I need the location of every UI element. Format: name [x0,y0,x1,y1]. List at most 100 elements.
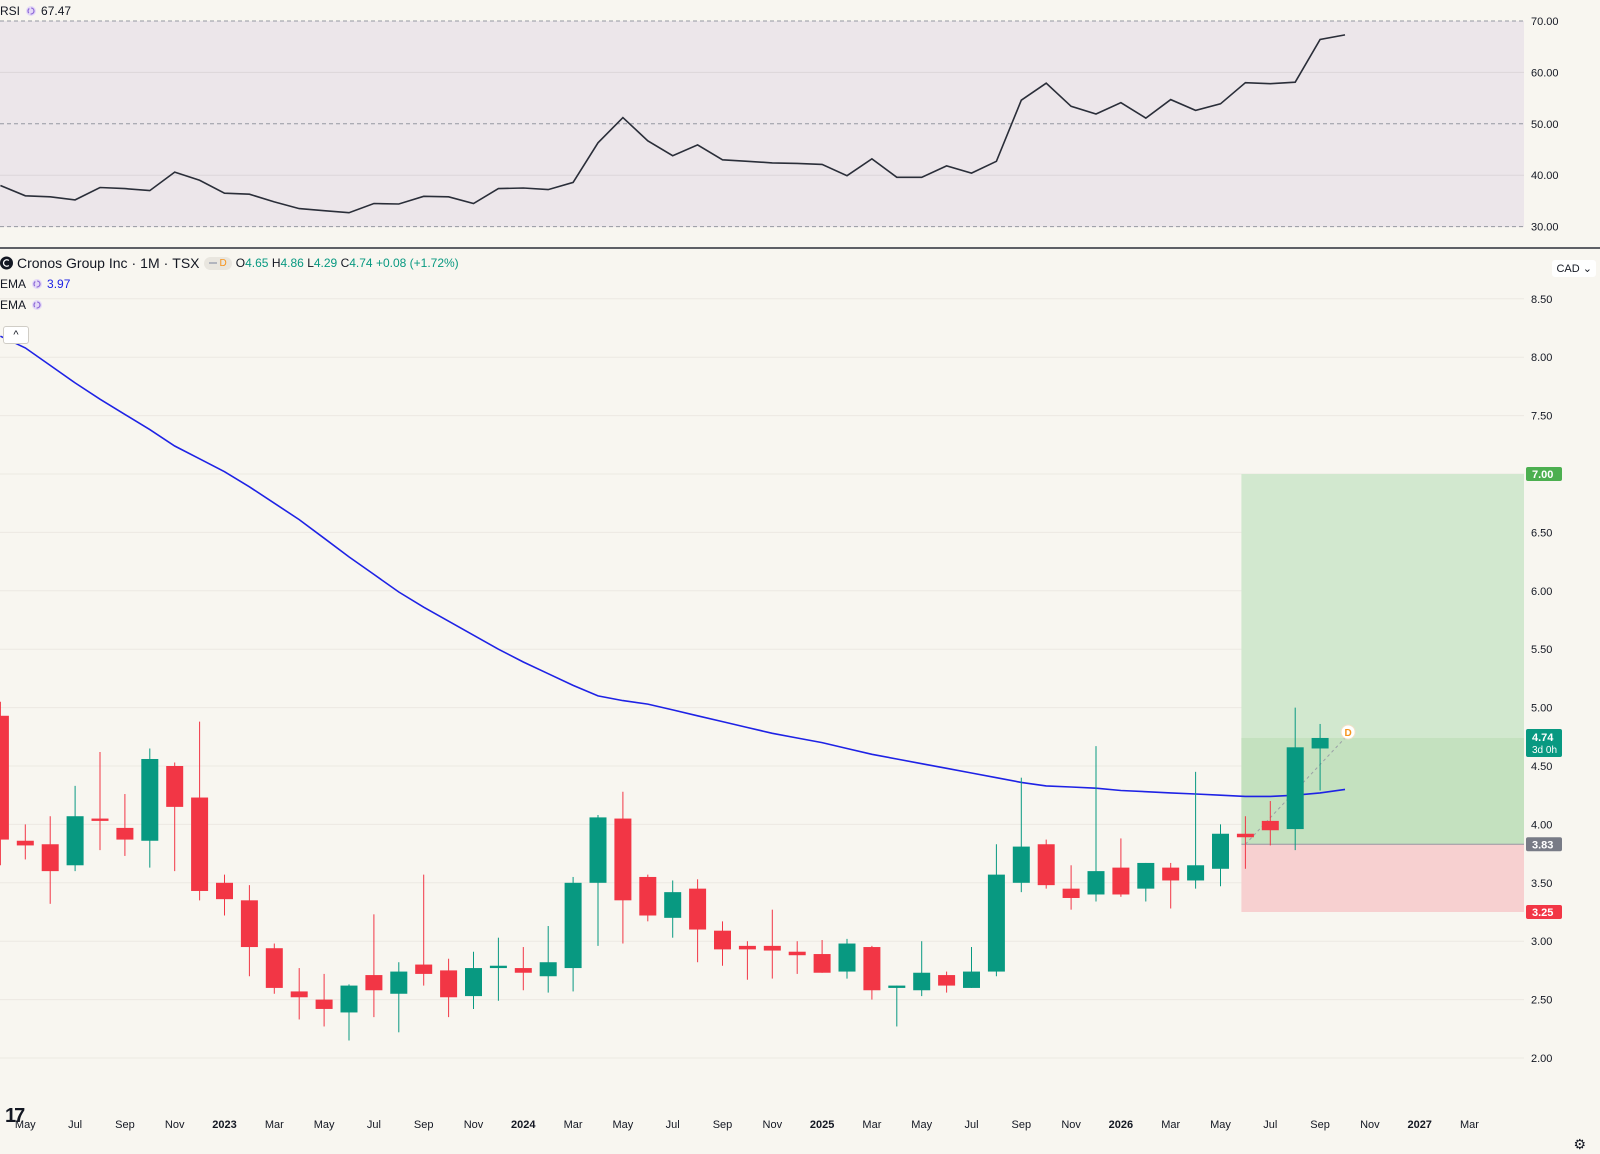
candle-body [1062,888,1080,898]
rsi-value: 67.47 [41,4,72,18]
candle-body [415,964,433,974]
ohlc-values: O4.65 H4.86 L4.29 C4.74 +0.08 (+1.72%) [235,256,459,270]
candle-body [763,945,781,951]
time-tick-label: Mar [862,1119,881,1131]
entry-price-label-bg [1526,837,1562,852]
time-tick-label: Mar [564,1119,583,1131]
candle-body [888,985,906,988]
ema-line [0,335,1346,798]
candle [1087,746,1105,902]
candle-body [963,971,980,988]
rsi-tick-label: 70.00 [1531,16,1559,28]
price-tick-label: 5.00 [1531,703,1552,715]
minus-icon [208,262,217,264]
rsi-grid: 30.00 40.00 50.00 60.00 70.00 [0,16,1559,234]
open-profit-zone [1241,737,1524,845]
time-tick-label: 2025 [810,1119,834,1131]
stop-price-label-text: 3.25 [1532,907,1553,919]
candle-body [390,971,408,994]
rsi-legend[interactable]: RSI 67.47 [0,4,71,18]
refresh-icon[interactable] [24,5,37,18]
candle-body [489,965,507,969]
price-tick-label: 2.00 [1531,1053,1552,1065]
ema-label: EMA [0,277,27,291]
candle-body [1286,747,1304,830]
ema-legend-1[interactable]: EMA 3.97 [0,277,70,291]
chevron-down-icon: ⌄ [1582,263,1592,275]
delayed-badge[interactable]: D [203,256,232,270]
candle-body [1087,871,1105,895]
time-tick-label: 2023 [212,1119,236,1131]
candle-body [689,888,707,930]
refresh-icon[interactable] [30,299,43,312]
time-tick-label: Sep [414,1119,434,1131]
price-tick-label: 7.50 [1531,411,1552,423]
time-tick-label: Jul [1263,1119,1277,1131]
candle-body [41,844,59,872]
last-price-label-bg [1526,728,1562,757]
candle [1162,862,1180,909]
time-tick-label: 2024 [511,1119,536,1131]
candle [390,962,408,1033]
candle-body [614,818,632,901]
candle [365,914,383,1018]
candle [340,984,358,1041]
candle [1286,707,1304,851]
candle [240,885,258,977]
currency-selector[interactable]: CAD ⌄ [1552,260,1596,277]
candle-body [1187,865,1205,881]
dividend-marker [1340,724,1356,740]
symbol-legend[interactable]: Cronos Group Inc · 1M · TSX D O4.65 H4.8… [0,255,459,271]
refresh-icon[interactable] [30,278,43,291]
separator-dot: · [131,255,137,271]
ema-legend-2[interactable]: EMA [0,298,43,312]
candle [290,968,308,1020]
candle [1037,839,1055,889]
candle [689,879,707,963]
ema-series [0,335,1346,798]
candle [664,880,682,938]
long-position-tool [1241,474,1524,912]
time-tick-label: Sep [1012,1119,1032,1131]
candle [1062,865,1080,910]
candle [1236,816,1254,869]
stop-price-label: 3.25 [1526,905,1562,919]
candle-body [813,954,831,973]
rsi-tick-label: 40.00 [1531,170,1559,182]
target-price-label: 7.00 [1526,467,1562,481]
candle-body [788,951,806,956]
candle-body [987,874,1005,972]
collapse-legend-button[interactable]: ^ [3,326,29,344]
candle [1212,824,1229,887]
candle [813,940,831,973]
ema-value: 3.97 [47,277,71,291]
price-tick-label: 8.50 [1531,294,1552,306]
candle [1012,777,1030,893]
candle [315,973,333,1027]
candle [987,844,1005,977]
candle [265,943,283,994]
candle-body [838,943,856,972]
price-tick-label: 8.00 [1531,352,1552,364]
candle [514,947,532,991]
candle-body [166,766,184,807]
candle [1112,838,1130,897]
candle [1187,771,1205,889]
price-axis: 2.00 2.50 3.00 3.50 4.00 4.50 5.00 5.50 6.00 6.50… [1531,294,1552,1065]
time-tick-label: Nov [165,1119,185,1131]
candle [938,971,956,993]
gear-icon[interactable]: ⚙ [1573,1136,1586,1152]
candle [788,941,806,974]
candle-body [738,945,756,950]
candle [564,876,582,992]
candle [191,721,209,901]
candle-body [91,818,109,821]
candle-body [116,827,134,840]
change-value: +0.08 (+1.72%) [375,256,459,270]
candle [489,937,507,1001]
time-tick-label: May [1210,1119,1231,1131]
tradingview-logo-text: 17 [5,1105,25,1127]
tradingview-logo[interactable]: 17 [5,1105,25,1128]
